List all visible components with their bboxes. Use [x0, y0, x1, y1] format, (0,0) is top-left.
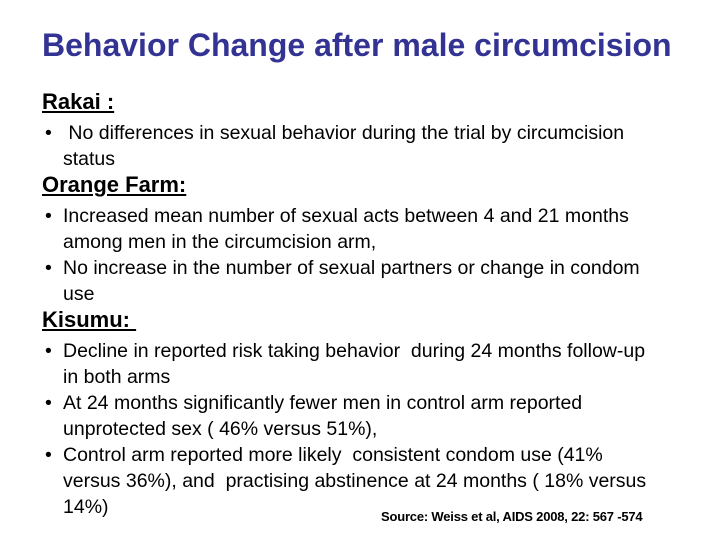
section-heading-text: Orange Farm:	[42, 172, 187, 197]
section-heading-kisumu: Kisumu:	[42, 307, 692, 333]
bullet-text: No differences in sexual behavior during…	[63, 122, 625, 170]
bullet-list-kisumu: • Decline in reported risk taking behavio…	[42, 338, 692, 520]
bullet-item: • No increase in the number of sexual par…	[42, 255, 692, 307]
bullet-item: • Control arm reported more likely consis…	[42, 442, 692, 520]
bullet-icon: •	[45, 340, 52, 362]
bullet-icon: •	[45, 122, 52, 144]
bullet-item: • No differences in sexual behavior duri…	[42, 120, 692, 172]
bullet-icon: •	[45, 392, 52, 414]
section-rakai: Rakai : • No differences in sexual behav…	[42, 89, 692, 172]
bullet-text: Decline in reported risk taking behavior…	[63, 340, 646, 388]
bullet-text: At 24 months significantly fewer men in …	[63, 392, 583, 440]
bullet-list-orange-farm: • Increased mean number of sexual acts be…	[42, 203, 692, 307]
section-heading-orange-farm: Orange Farm:	[42, 172, 692, 198]
section-heading-rakai: Rakai :	[42, 89, 692, 115]
bullet-icon: •	[45, 444, 52, 466]
bullet-text: No increase in the number of sexual part…	[63, 257, 640, 305]
bullet-icon: •	[45, 205, 52, 227]
section-heading-text: Rakai :	[42, 89, 115, 114]
bullet-item: • At 24 months significantly fewer men in…	[42, 390, 692, 442]
bullet-item: • Increased mean number of sexual acts be…	[42, 203, 692, 255]
section-kisumu: Kisumu: • Decline in reported risk taking…	[42, 307, 692, 520]
bullet-list-rakai: • No differences in sexual behavior duri…	[42, 120, 692, 172]
bullet-item: • Decline in reported risk taking behavio…	[42, 338, 692, 390]
source-citation: Source: Weiss et al, AIDS 2008, 22: 567 …	[381, 509, 643, 524]
section-heading-text: Kisumu:	[42, 307, 137, 332]
bullet-icon: •	[45, 257, 52, 279]
section-orange-farm: Orange Farm: • Increased mean number of s…	[42, 172, 692, 307]
bullet-text: Control arm reported more likely consist…	[63, 444, 647, 518]
bullet-text: Increased mean number of sexual acts bet…	[63, 205, 629, 253]
slide-title: Behavior Change after male circumcision	[42, 27, 672, 63]
slide-body: Rakai : • No differences in sexual behav…	[42, 89, 692, 520]
